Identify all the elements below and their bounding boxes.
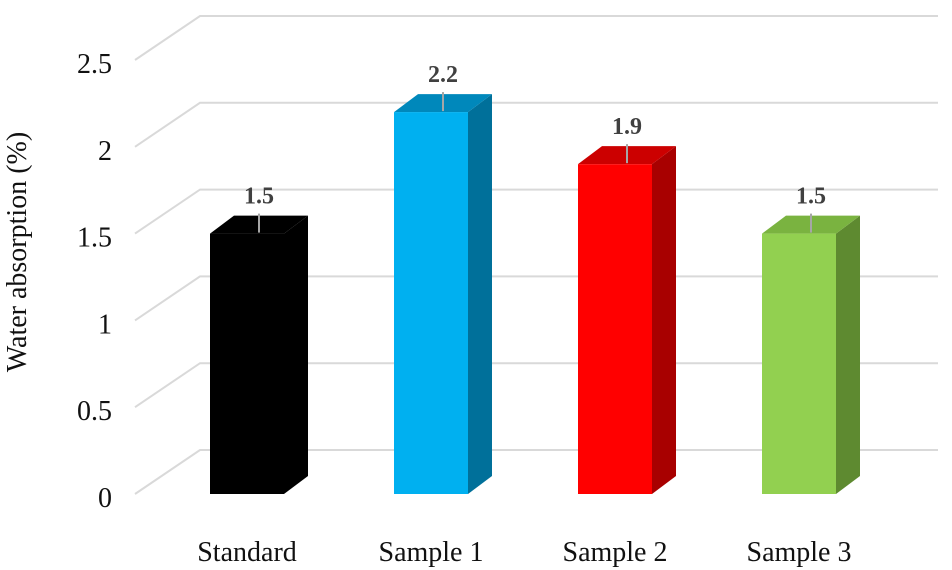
gridline	[134, 15, 938, 61]
y-tick-label: 0.5	[77, 396, 112, 427]
bar	[762, 233, 836, 494]
bar-standard	[210, 213, 308, 494]
data-label: 1.5	[244, 184, 274, 210]
x-category-labels: Standard Sample 1 Sample 2 Sample 3	[197, 537, 851, 568]
gridline	[134, 101, 938, 148]
bar-sample-3	[762, 213, 860, 494]
x-category-label: Sample 2	[563, 537, 668, 568]
bar-side	[468, 94, 492, 494]
gridline	[134, 362, 938, 409]
bar-side	[652, 146, 676, 494]
bar	[210, 233, 284, 494]
data-label: 1.5	[796, 184, 826, 210]
bar-side	[836, 215, 860, 494]
gridline	[134, 449, 938, 495]
y-tick-labels: 0 0.5 1 1.5 2 2.5	[77, 49, 112, 514]
y-tick-label: 0	[98, 483, 112, 514]
bar-sample-2	[578, 144, 676, 494]
bar-side	[284, 215, 308, 494]
data-labels: 1.5 2.2 1.9 1.5	[244, 62, 826, 210]
x-category-label: Sample 3	[747, 537, 852, 568]
bars	[210, 92, 860, 494]
data-label: 1.9	[612, 114, 642, 140]
bar	[394, 112, 468, 494]
data-label: 2.2	[428, 62, 458, 88]
bar-sample-1	[394, 92, 492, 494]
x-category-label: Sample 1	[379, 537, 484, 568]
gridline	[134, 275, 938, 322]
gridline	[134, 188, 938, 235]
gridlines	[134, 15, 938, 495]
y-axis-title: Water absorption (%)	[2, 132, 33, 372]
y-tick-label: 1.5	[77, 223, 112, 254]
x-category-label: Standard	[197, 537, 297, 568]
y-tick-label: 2	[98, 136, 112, 167]
y-tick-label: 1	[98, 309, 112, 340]
y-tick-label: 2.5	[77, 49, 112, 80]
bar	[578, 164, 652, 494]
